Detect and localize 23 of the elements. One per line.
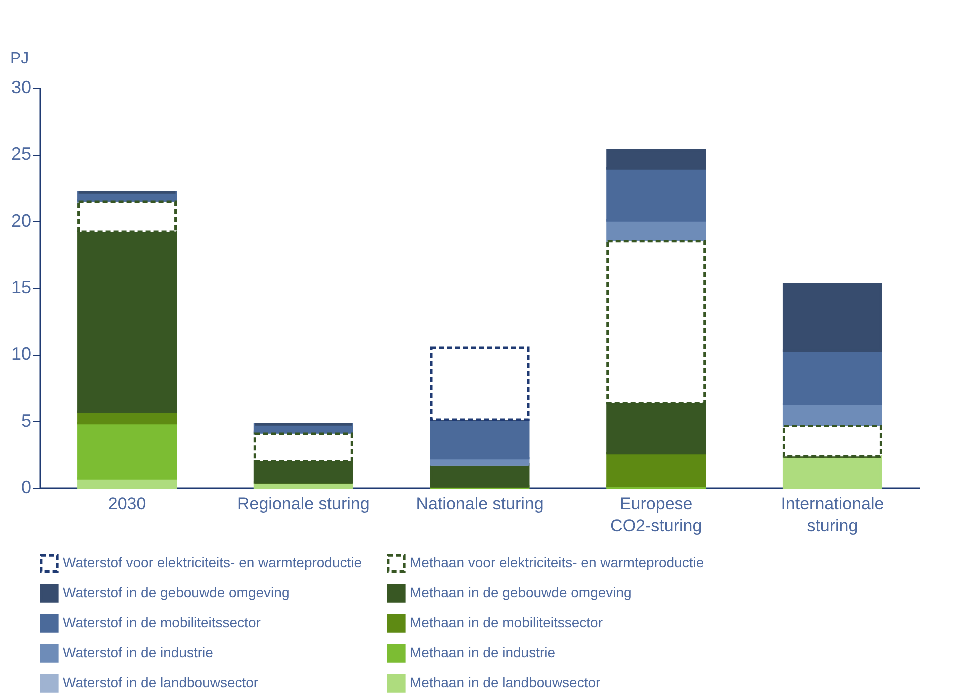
y-tick-label: 15 [11, 278, 32, 298]
legend-label: Waterstof in de mobiliteitssector [63, 614, 262, 630]
legend-label: Waterstof in de gebouwde omgeving [63, 584, 290, 600]
x-tick-label: Regionale sturing [237, 494, 370, 514]
y-tick-label: 20 [11, 210, 32, 231]
legend-label: Waterstof in de landbouwsector [63, 674, 259, 690]
x-tick-label: 2030 [108, 494, 146, 514]
legend-label: Methaan in de landbouwsector [410, 674, 602, 690]
legend-label: Waterstof in de industrie [63, 644, 214, 660]
legend-label: Waterstof voor elektriciteits- en warmteproductie [63, 554, 362, 571]
y-axis-title: PJ [10, 50, 30, 68]
y-tick-label: 30 [11, 78, 32, 98]
legend-label: Methaan in de gebouwde omgeving [410, 584, 632, 600]
legend-label: Methaan voor elektriciteits- en warmteproductie [410, 554, 704, 571]
y-tick-label: 10 [11, 344, 32, 364]
legend-label: Methaan in de mobiliteitssector [410, 614, 604, 630]
y-tick-label: 5 [21, 410, 32, 431]
x-tick-label: Internationale sturing [781, 494, 884, 536]
legend-label: Methaan in de industrie [410, 644, 556, 660]
y-tick-label: 25 [11, 144, 32, 164]
x-tick-label: Europese CO2-sturing [610, 494, 702, 536]
y-tick-label: 0 [21, 478, 32, 498]
x-tick-label: Nationale sturing [416, 494, 544, 514]
